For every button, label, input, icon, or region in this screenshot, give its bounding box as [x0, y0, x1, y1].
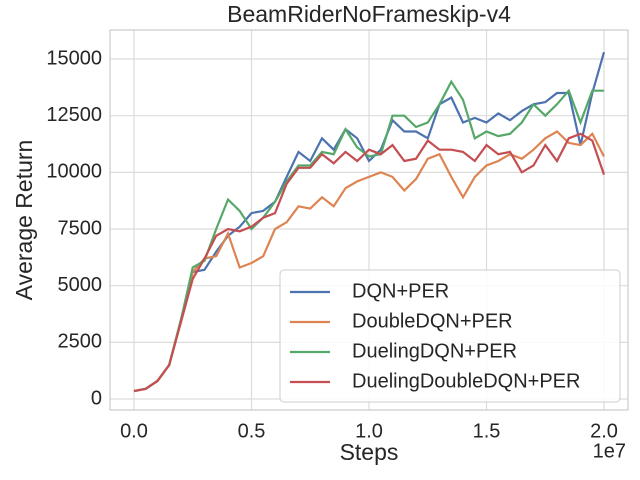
y-tick-label: 12500: [46, 104, 102, 126]
x-tick-label: 2.0: [590, 420, 618, 442]
legend-label: DQN+PER: [352, 280, 449, 302]
plot-frame: [109, 29, 629, 411]
y-axis-label: Average Return: [11, 140, 37, 301]
x-tick-label: 1.0: [355, 420, 383, 442]
legend-label: DuelingDQN+PER: [352, 340, 517, 362]
x-tick-label: 1.5: [473, 420, 501, 442]
y-tick-label: 5000: [58, 274, 103, 296]
series-line: [133, 132, 606, 393]
series-line: [133, 79, 604, 393]
y-tick-label: 10000: [46, 161, 102, 183]
x-tick-label: 0.0: [120, 420, 148, 442]
x-tick-label: 0.5: [238, 420, 266, 442]
chart-title: BeamRiderNoFrameskip-v4: [227, 1, 511, 27]
legend-label: DuelingDoubleDQN+PER: [352, 370, 580, 392]
y-tick-label: 7500: [58, 217, 103, 239]
x-axis-label: Steps: [340, 439, 399, 465]
legend-label: DoubleDQN+PER: [352, 310, 513, 332]
x-offset-label: 1e7: [593, 440, 626, 462]
legend-box: [279, 269, 621, 403]
y-tick-label: 0: [91, 387, 102, 409]
y-tick-label: 15000: [46, 47, 102, 69]
y-tick-label: 2500: [58, 331, 103, 353]
series-line: [133, 130, 605, 393]
